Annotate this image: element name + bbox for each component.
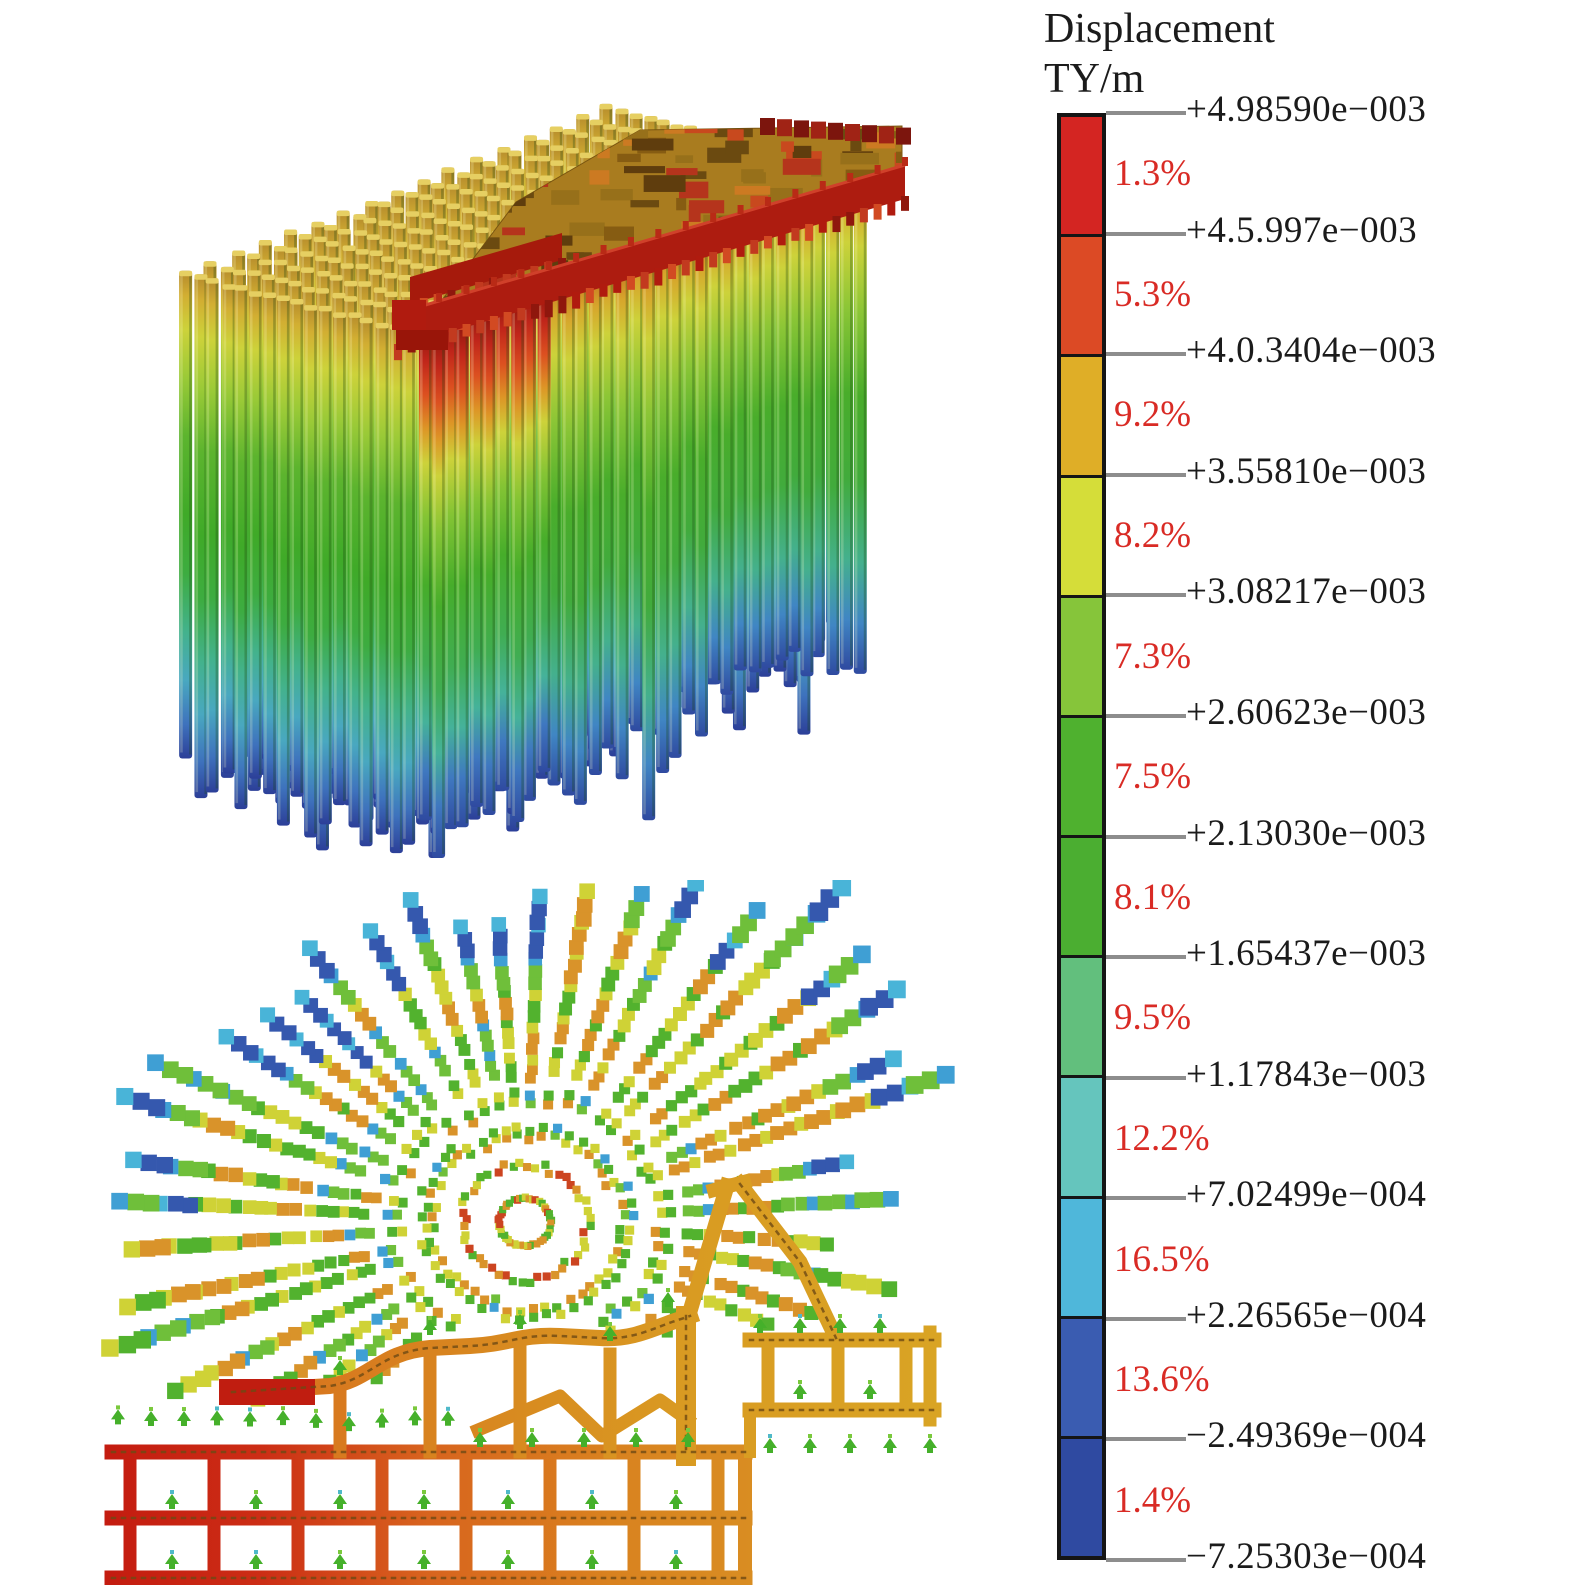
legend-band-12 — [1061, 1438, 1102, 1557]
ground-heave-arrows — [111, 1288, 937, 1569]
legend-tick-line — [1106, 472, 1186, 477]
pile-group-3d-view — [179, 103, 911, 859]
legend-tick-value: +2.60623e−003 — [1186, 691, 1427, 733]
legend-tick-line — [1106, 834, 1186, 839]
legend-tick-line — [1106, 1316, 1186, 1321]
legend-percent-label: 1.4% — [1114, 1479, 1192, 1521]
legend-tick-line — [1106, 1196, 1186, 1201]
legend-tick-line — [1106, 713, 1186, 718]
legend-tick-value: −2.49369e−004 — [1186, 1415, 1427, 1457]
legend-tick-value: +7.02499e−004 — [1186, 1174, 1427, 1216]
legend-percent-label: 1.3% — [1114, 153, 1192, 195]
radial-displacement-vectors — [101, 880, 955, 1407]
legend-band-9 — [1061, 1078, 1102, 1199]
legend-title: Displacement — [1044, 6, 1275, 52]
legend-band-5 — [1061, 597, 1102, 718]
legend-tick-line — [1106, 111, 1186, 115]
legend-tick-value: +1.65437e−003 — [1186, 933, 1427, 975]
legend-band-8 — [1061, 958, 1102, 1079]
legend-band-10 — [1061, 1198, 1102, 1319]
legend-tick-value: +1.17843e−003 — [1186, 1053, 1427, 1095]
legend-percent-label: 7.5% — [1114, 756, 1192, 798]
color-scale-bar — [1057, 113, 1106, 1560]
legend-percent-label: 9.2% — [1114, 394, 1192, 436]
legend-tick-value: +2.26565e−004 — [1186, 1294, 1427, 1336]
legend-tick-value: +2.13030e−003 — [1186, 812, 1427, 854]
legend-tick-value: +4.0.3404e−003 — [1186, 330, 1437, 372]
legend-percent-label: 8.1% — [1114, 876, 1192, 918]
pile-field — [179, 103, 867, 859]
legend-band-3 — [1061, 357, 1102, 478]
buried-frame-structure — [104, 1173, 942, 1585]
legend-band-1 — [1061, 117, 1102, 238]
legend-tick-line — [1106, 955, 1186, 960]
legend-tick-line — [1106, 231, 1186, 236]
legend-tick-line — [1106, 1558, 1186, 1562]
legend-tick-value: +3.08217e−003 — [1186, 571, 1427, 613]
legend-tick-line — [1106, 593, 1186, 598]
legend-tick-value: +4.5.997e−003 — [1186, 209, 1418, 251]
legend-band-2 — [1061, 237, 1102, 358]
legend-percent-label: 9.5% — [1114, 997, 1192, 1039]
legend-tick-value: +3.55810e−003 — [1186, 450, 1427, 492]
legend-percent-label: 16.5% — [1114, 1238, 1210, 1280]
legend-tick-line — [1106, 352, 1186, 357]
legend-tick-value: −7.25303e−004 — [1186, 1536, 1427, 1577]
legend-band-11 — [1061, 1318, 1102, 1439]
legend-band-7 — [1061, 838, 1102, 959]
legend-percent-label: 12.2% — [1114, 1117, 1210, 1159]
legend-percent-label: 13.6% — [1114, 1359, 1210, 1401]
legend-percent-label: 8.2% — [1114, 515, 1192, 557]
legend-tick-line — [1106, 1437, 1186, 1442]
legend-tick-value: +4.98590e−003 — [1186, 89, 1427, 130]
legend-tick-line — [1106, 1075, 1186, 1080]
legend-percent-label: 5.3% — [1114, 273, 1192, 315]
vector-field-section-view — [101, 880, 955, 1585]
legend-unit: TY/m — [1044, 56, 1145, 102]
legend-percent-label: 7.3% — [1114, 635, 1192, 677]
legend-band-6 — [1061, 717, 1102, 839]
legend-band-4 — [1061, 477, 1102, 598]
